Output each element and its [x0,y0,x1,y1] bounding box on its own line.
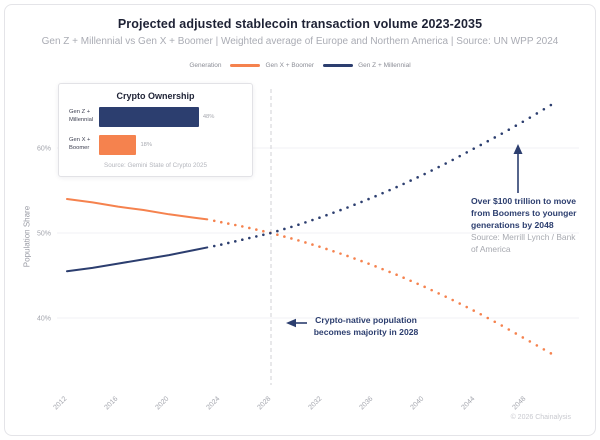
genx-boomer-swatch-icon [230,64,261,67]
inset-bar-value: 18% [140,141,153,148]
legend-item-genx-boomer: Gen X + Boomer [230,62,314,69]
inset-bar-value: 48% [202,113,215,120]
inset-source: Source: Gemini State of Crypto 2025 [104,162,207,169]
svg-text:2048: 2048 [511,395,527,411]
inset-title: Crypto Ownership [116,91,195,101]
page-subtitle: Gen Z + Millennial vs Gen X + Boomer | W… [41,36,559,47]
genz-millennial-swatch-icon [323,64,354,67]
inset-bar-label: Gen X + Boomer [69,136,91,151]
annotation-source: Source: Merrill Lynch / Bank of America [471,232,576,254]
legend-title: Generation [189,62,222,69]
inset-bar-row: Gen Z + Millennial 48% [69,106,244,127]
inset-chart-crypto-ownership: Crypto Ownership Gen Z + Millennial 48% … [58,83,253,177]
chart-svg: 40% 50% 60% 2012 2016 2020 2024 2028 2032 2036 204… [37,89,579,411]
svg-text:2044: 2044 [460,395,476,411]
inset-bar-label: Gen Z + Millennial [69,108,94,123]
chart-legend: Generation Gen X + Boomer Gen Z + Millen… [5,62,595,69]
svg-text:40%: 40% [37,316,51,323]
svg-text:2036: 2036 [358,395,374,411]
copyright: © 2026 Chainalysis [510,414,571,421]
svg-text:60%: 60% [37,146,51,153]
svg-text:2020: 2020 [154,395,170,411]
svg-text:2016: 2016 [103,395,119,411]
inset-bar-genz [99,106,199,127]
svg-text:2024: 2024 [205,395,221,411]
annotation-text: Over $100 trillion to move from Boomers … [471,196,577,231]
legend-item-label: Gen X + Boomer [265,62,315,69]
svg-text:2012: 2012 [52,395,68,411]
inset-bar-row: Gen X + Boomer 18% [69,134,244,155]
chart-card: 40% 50% 60% 2012 2016 2020 2024 2028 2032 2036 204… [4,4,596,436]
legend-item-genz-millennial: Gen Z + Millennial [323,62,411,69]
y-axis-label: Population Share [22,205,32,268]
annotation-wealth-transfer: Over $100 trillion to move from Boomers … [471,195,583,256]
svg-text:2032: 2032 [307,395,323,411]
legend-item-label: Gen Z + Millennial [358,62,411,69]
svg-text:2040: 2040 [409,395,425,411]
page-title: Projected adjusted stablecoin transactio… [117,17,483,31]
svg-text:2028: 2028 [256,395,272,411]
annotation-majority-2028: Crypto-native population becomes majorit… [313,315,419,338]
inset-bars: Gen Z + Millennial 48% Gen X + Boomer 18… [69,106,244,162]
svg-text:50%: 50% [37,231,51,238]
inset-bar-genx [99,134,137,155]
